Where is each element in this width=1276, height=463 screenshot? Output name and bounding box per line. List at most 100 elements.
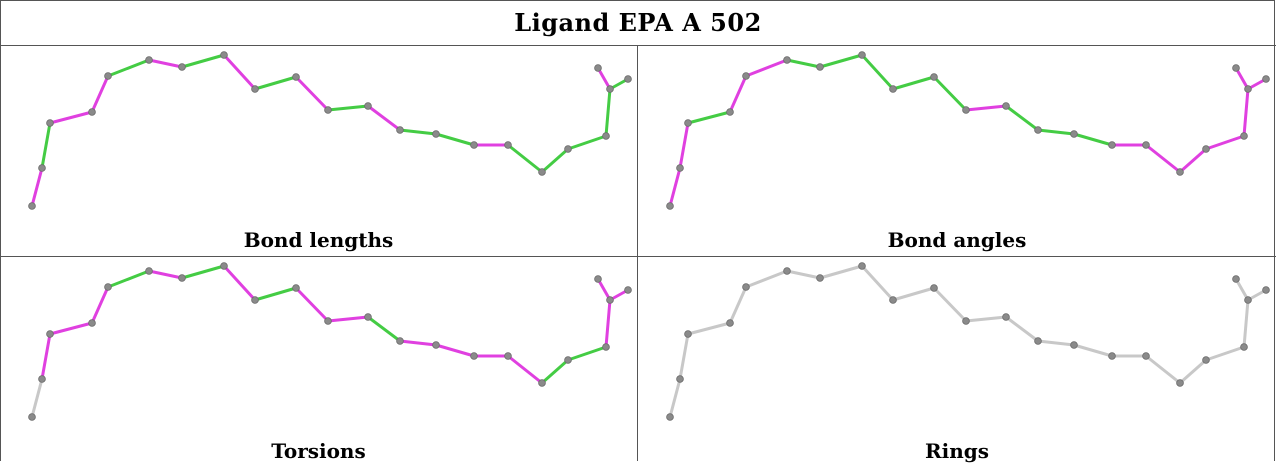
bond-angles-bond-18 (1242, 87, 1250, 138)
rings-atom-13 (1070, 341, 1078, 349)
torsions-atom-10 (324, 317, 332, 325)
bond-angles-atom-15 (1142, 141, 1150, 149)
bond-angles-atom-4 (742, 72, 750, 80)
bond-angles-atom-12 (1034, 126, 1042, 134)
bond-lengths-atom-10 (324, 106, 332, 114)
bond-angles-bond-7 (860, 53, 895, 91)
bond-lengths-bond-15 (506, 143, 544, 174)
bond-angles-atom-20 (1232, 64, 1240, 72)
bond-lengths-bond-19 (596, 66, 612, 91)
rings-bond-0 (668, 377, 682, 419)
bond-lengths-atom-4 (104, 72, 112, 80)
panel-torsions: Torsions (0, 257, 638, 463)
bond-lengths-atom-5 (145, 56, 153, 64)
rings-bond-12 (1036, 339, 1076, 347)
rings-bond-11 (1004, 315, 1040, 343)
rings-atom-2 (684, 330, 692, 338)
rings-atom-10 (962, 317, 970, 325)
torsions-atom-4 (104, 283, 112, 291)
bond-lengths-bond-7 (222, 53, 257, 91)
torsions-bond-0 (30, 377, 44, 419)
torsions-atom-6 (178, 274, 186, 282)
rings-atom-18 (1240, 343, 1248, 351)
torsions-atom-3 (88, 319, 96, 327)
bond-lengths-bond-9 (294, 75, 330, 112)
rings-bond-2 (686, 321, 732, 336)
torsions-bond-18 (604, 298, 612, 349)
rings-bond-18 (1242, 298, 1250, 349)
bond-lengths-atom-9 (292, 73, 300, 81)
bond-lengths-atom-16 (538, 168, 546, 176)
torsions-bond-2 (48, 321, 94, 336)
rings-atom-8 (889, 296, 897, 304)
bond-angles-atom-16 (1176, 168, 1184, 176)
bond-lengths-bond-17 (566, 134, 608, 151)
bond-lengths-bond-1 (40, 121, 52, 170)
bond-lengths-atom-19 (606, 85, 614, 93)
bond-angles-bond-16 (1178, 147, 1208, 174)
torsions-bond-12 (398, 339, 438, 347)
torsions-bond-7 (222, 264, 257, 302)
bond-lengths-bond-8 (253, 75, 298, 91)
bond-angles-bond-10 (964, 104, 1008, 112)
bond-angles-bond-2 (686, 110, 732, 125)
rings-bond-8 (891, 286, 936, 302)
bond-lengths-bond-4 (106, 58, 151, 78)
panel-label-rings: Rings (924, 439, 989, 463)
torsions-atom-20 (594, 275, 602, 283)
bond-lengths-atom-2 (46, 119, 54, 127)
bond-lengths-atom-20 (594, 64, 602, 72)
torsions-bond-1 (40, 332, 52, 381)
bond-angles-atom-13 (1070, 130, 1078, 138)
bond-lengths-atom-15 (504, 141, 512, 149)
torsions-bond-10 (326, 315, 370, 323)
bond-lengths-bond-0 (30, 166, 44, 208)
torsions-bond-4 (106, 269, 151, 289)
rings-bond-19 (1234, 277, 1250, 302)
bond-lengths-bond-13 (434, 132, 476, 147)
panel-label-bond-angles: Bond angles (887, 228, 1027, 252)
torsions-bond-19 (596, 277, 612, 302)
rings-atom-15 (1142, 352, 1150, 360)
panel-label-bond-lengths: Bond lengths (243, 228, 394, 252)
torsions-bond-9 (294, 286, 330, 323)
torsions-atom-17 (564, 356, 572, 364)
bond-angles-atom-21 (1262, 75, 1270, 83)
bond-angles-bond-9 (932, 75, 968, 112)
bond-angles-atom-10 (962, 106, 970, 114)
panel-bond-lengths: Bond lengths (0, 46, 638, 257)
torsions-bond-11 (366, 315, 402, 343)
bond-lengths-atom-7 (220, 51, 228, 59)
bond-lengths-bond-10 (326, 104, 370, 112)
rings-atom-14 (1108, 352, 1116, 360)
rings-atom-12 (1034, 337, 1042, 345)
bond-lengths-atom-14 (470, 141, 478, 149)
rings-bond-7 (860, 264, 895, 302)
bond-angles-atom-6 (816, 63, 824, 71)
bond-angles-bond-19 (1234, 66, 1250, 91)
bond-angles-bond-5 (785, 58, 822, 69)
bond-angles-atom-2 (684, 119, 692, 127)
rings-bond-15 (1144, 354, 1182, 385)
bond-lengths-bond-16 (540, 147, 570, 174)
bond-angles-bond-1 (678, 121, 690, 170)
rings-atom-5 (783, 267, 791, 275)
torsions-atom-1 (38, 375, 46, 383)
bond-angles-bond-8 (891, 75, 936, 91)
bond-angles-atom-9 (930, 73, 938, 81)
torsions-atom-11 (364, 313, 372, 321)
bond-angles-atom-3 (726, 108, 734, 116)
torsions-bond-15 (506, 354, 544, 385)
bond-angles-bond-12 (1036, 128, 1076, 136)
panel-rings: Rings (638, 257, 1276, 463)
rings-bond-3 (728, 285, 748, 325)
torsions-atom-21 (624, 286, 632, 294)
bond-lengths-atom-3 (88, 108, 96, 116)
torsions-atom-12 (396, 337, 404, 345)
torsions-bond-5 (147, 269, 184, 280)
rings-bond-4 (744, 269, 789, 289)
rings-atom-17 (1202, 356, 1210, 364)
bond-angles-bond-3 (728, 74, 748, 114)
rings-atom-3 (726, 319, 734, 327)
bond-angles-bond-4 (744, 58, 789, 78)
